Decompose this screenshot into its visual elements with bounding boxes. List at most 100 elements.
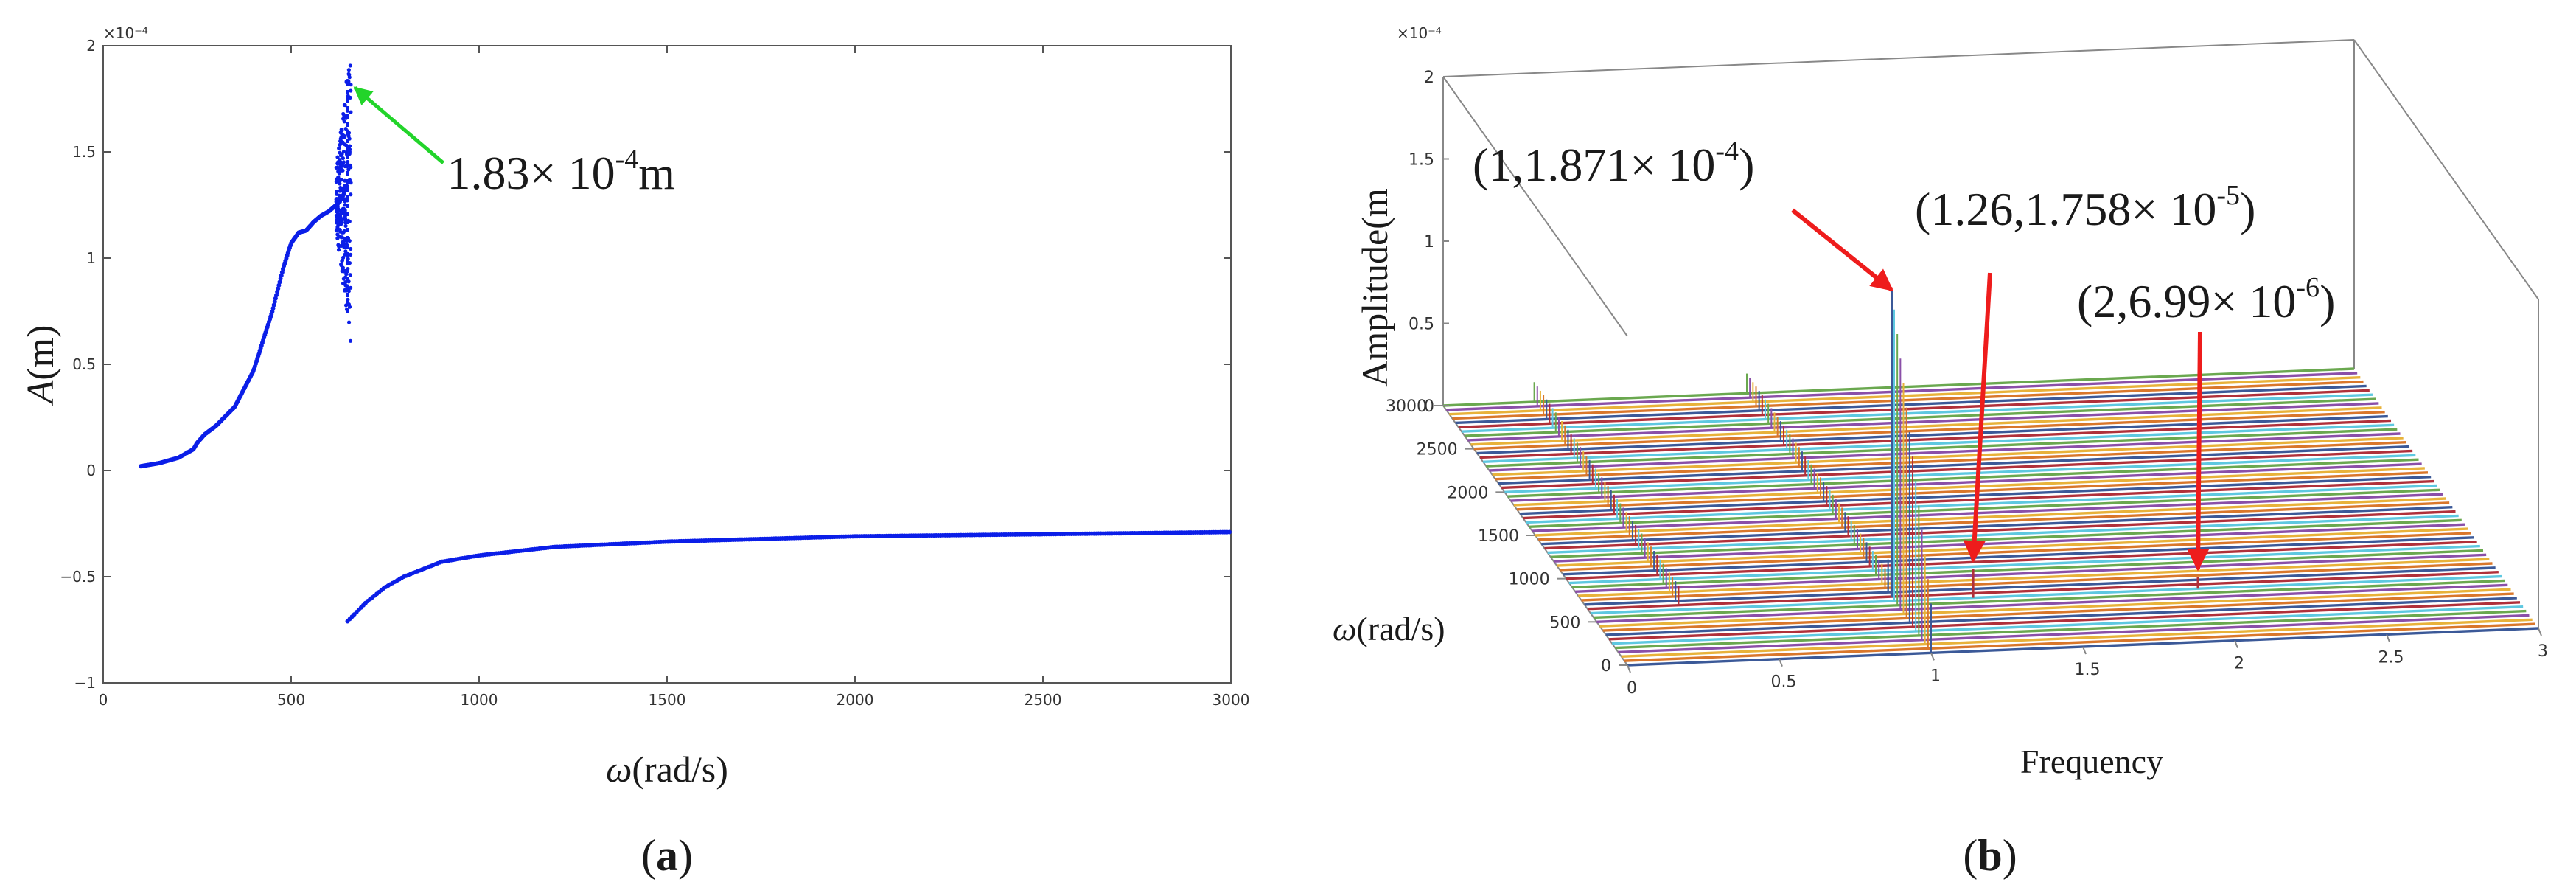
resonance-point <box>346 257 350 261</box>
spectrum-slice <box>1492 437 2404 476</box>
resonance-point <box>343 236 347 241</box>
x-tick-b <box>2234 640 2238 649</box>
resonance-point <box>334 229 339 233</box>
resonance-point <box>337 146 341 150</box>
z-tick-label-b: 0 <box>1424 397 1434 416</box>
z-tick-label-b: 1.5 <box>1409 151 1434 170</box>
resonance-point <box>347 75 352 80</box>
resonance-point <box>343 142 347 147</box>
spectrum-slice <box>1550 518 2462 559</box>
resonance-point <box>346 167 351 172</box>
z-tick-label-b: 0.5 <box>1409 316 1434 334</box>
box-edge <box>1442 76 1628 337</box>
svg-text:A(m): A(m) <box>20 325 62 406</box>
z-tick-label-b: 2 <box>1424 69 1434 87</box>
spectrum-slice <box>1476 414 2388 455</box>
resonance-point <box>338 181 342 186</box>
resonance-point <box>339 178 343 182</box>
resonance-point <box>335 155 340 159</box>
x-axis-unit: (rad/s) <box>632 749 728 790</box>
spectrum-slice <box>1594 579 2505 619</box>
panel-a-chart: 0 500 1000 1500 2000 2500 3000−1−0.500.511.52 … <box>20 24 1249 880</box>
resonance-point <box>343 223 348 228</box>
resonance-point <box>335 197 340 201</box>
x-tick-label-b: 0 <box>1627 679 1637 698</box>
resonance-point <box>338 189 342 193</box>
resonance-point <box>348 252 353 257</box>
resonance-point <box>337 248 341 252</box>
spectrum-slice <box>1553 523 2465 563</box>
spectrum-slice <box>1568 544 2480 585</box>
spectrum-slice <box>1544 510 2456 550</box>
box-edge <box>2353 39 2539 300</box>
resonance-point <box>339 222 343 226</box>
spectrum-slice <box>1446 372 2358 411</box>
peak-annotation-a: 1.83× 10-4m <box>447 144 676 199</box>
resonance-point <box>338 131 343 135</box>
spectrum-slice <box>1458 389 2370 429</box>
x-tick-b <box>2082 646 2087 655</box>
resonance-point <box>334 177 339 181</box>
spectrum-slice <box>1510 462 2422 502</box>
spectrum-slice <box>1486 428 2398 468</box>
spectrum-slice <box>1541 506 2453 546</box>
spectrum-slice <box>1605 597 2517 636</box>
y-exponent-label-a: ×10⁻⁴ <box>103 24 148 42</box>
spectrum-slice <box>1504 454 2416 494</box>
x-tick-label-b: 1 <box>1930 667 1941 685</box>
resonance-point <box>341 241 345 246</box>
resonance-point <box>346 159 350 164</box>
spectrum-slice <box>1560 532 2471 572</box>
spectrum-slice <box>1526 484 2437 524</box>
spectrum-slice <box>1473 410 2385 451</box>
spectrum-slice <box>1590 574 2502 615</box>
panel-b-chart: 0 0.5 1 1.5 2 2.5 305001000150020002500300000.… <box>1333 24 2548 880</box>
z-exponent-label-b: ×10⁻⁴ <box>1397 24 1442 42</box>
x-tick-label-a: 500 <box>277 691 305 709</box>
resonance-point <box>338 139 343 143</box>
resonance-point <box>334 218 339 223</box>
spectrum-slice <box>1442 367 2355 407</box>
resonance-point <box>342 135 347 140</box>
x-tick-label-b: 3 <box>2538 642 2548 661</box>
x-tick-label-b: 1.5 <box>2075 661 2101 679</box>
resonance-point <box>342 245 346 249</box>
resonance-point <box>336 243 341 247</box>
x-tick-b <box>1779 659 1783 667</box>
spectrum-slice <box>1599 588 2511 628</box>
x-tick-b <box>1627 664 1631 673</box>
resonance-point <box>335 192 339 196</box>
spectrum-slice <box>1578 558 2490 597</box>
panel-label-a: (a) <box>641 831 693 880</box>
peak-label-3: (2,6.99× 10-6) <box>2077 272 2335 327</box>
spectrum-slice <box>1461 393 2373 433</box>
resonance-point <box>340 259 344 263</box>
y-tick-label-a: 2 <box>86 37 96 55</box>
spectrum-slice <box>1612 605 2524 645</box>
spectrum-slice <box>1596 583 2508 624</box>
peak-label-1: (1,1.871× 10-4) <box>1473 136 1754 191</box>
svg-text:Amplitude(m: Amplitude(m <box>1354 188 1395 387</box>
resonance-point <box>339 208 343 213</box>
resonance-point <box>336 160 341 164</box>
x-axis-title-b: Frequency <box>2020 743 2163 780</box>
resonance-point <box>338 185 343 190</box>
y-tick-label-a: −1 <box>74 674 96 692</box>
resonance-point <box>338 142 342 147</box>
box-edge <box>1442 39 2355 77</box>
x-tick-label-b: 2.5 <box>2378 648 2404 667</box>
lower-branch-point <box>1226 529 1232 535</box>
peak-arrow-2 <box>1963 272 1992 563</box>
resonance-point <box>339 167 343 172</box>
y-tick-label-a: 1 <box>86 249 96 267</box>
resonance-point <box>348 273 352 277</box>
spectrum-slice <box>1495 441 2406 481</box>
y-tick-label-b: 2500 <box>1417 441 1458 459</box>
spectrum-slice <box>1571 549 2484 589</box>
spectrum-slice <box>1449 376 2361 416</box>
x-tick-label-a: 2000 <box>837 691 874 709</box>
resonance-point <box>349 192 353 197</box>
spectrum-slice <box>1615 609 2527 650</box>
peak-arrow-a <box>353 86 445 164</box>
resonance-point <box>338 200 342 204</box>
